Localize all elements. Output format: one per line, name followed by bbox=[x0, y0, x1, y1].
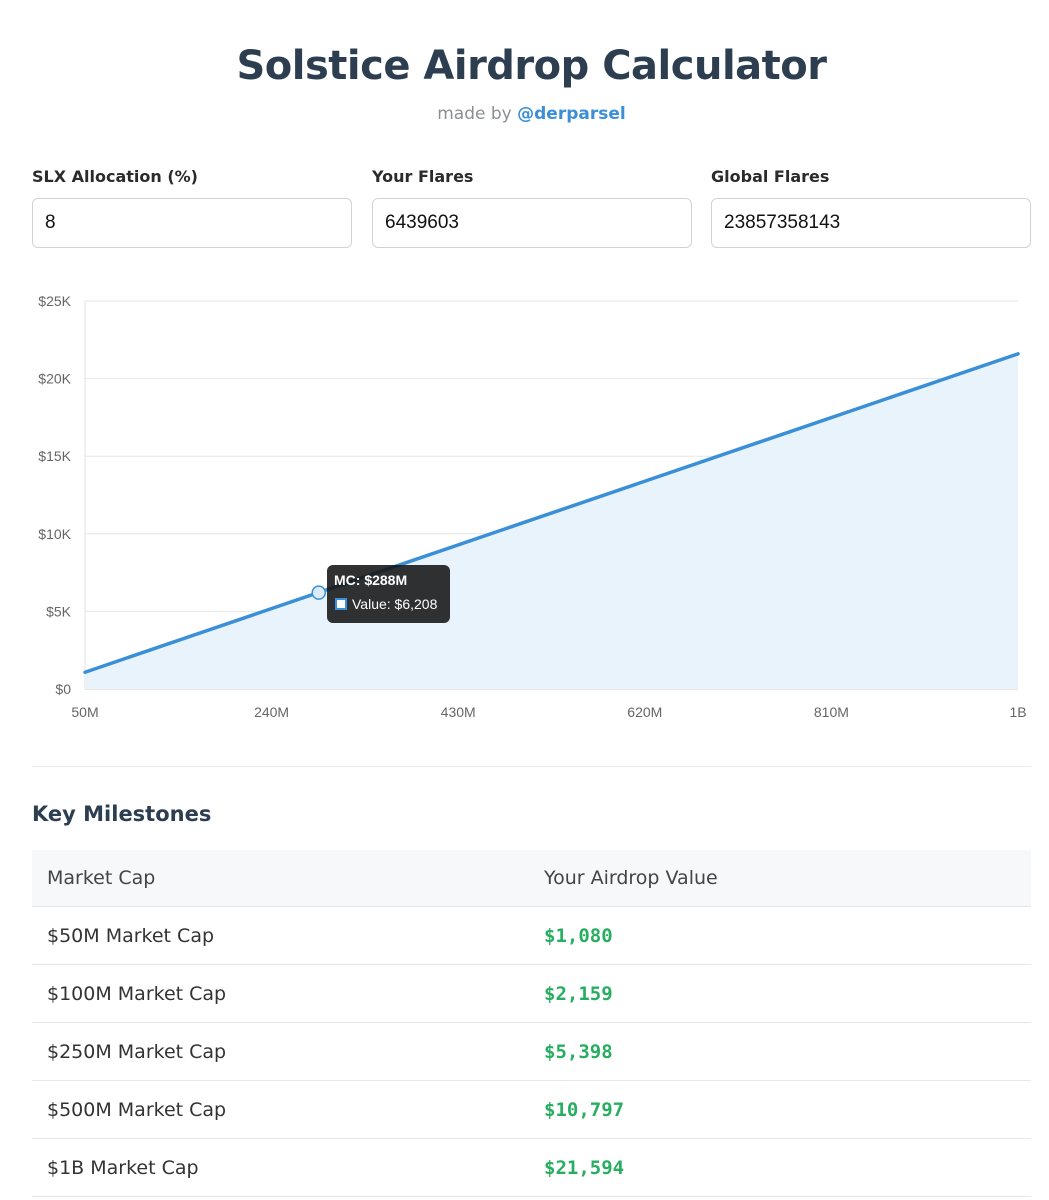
byline: made by @derparsel bbox=[32, 102, 1031, 126]
global-flares-field-group: Global Flares bbox=[711, 166, 1031, 248]
tooltip-series-swatch bbox=[335, 598, 347, 610]
column-header-market-cap: Market Cap bbox=[32, 850, 529, 907]
allocation-field-group: SLX Allocation (%) bbox=[32, 166, 352, 248]
x-tick-label: 430M bbox=[441, 704, 476, 720]
milestones-table: Market Cap Your Airdrop Value $50M Marke… bbox=[32, 850, 1031, 1197]
series-line bbox=[83, 352, 1020, 674]
table-row: $250M Market Cap $5,398 bbox=[32, 1022, 1031, 1081]
airdrop-value-cell: $1,080 bbox=[529, 906, 1031, 965]
series-area-fill bbox=[85, 353, 1018, 689]
x-tick-label: 50M bbox=[71, 704, 98, 720]
page-title: Solstice Airdrop Calculator bbox=[236, 43, 827, 89]
y-tick-label: $25K bbox=[38, 293, 71, 309]
column-header-airdrop-value: Your Airdrop Value bbox=[529, 850, 1031, 907]
table-row: $50M Market Cap $1,080 bbox=[32, 906, 1031, 965]
y-tick-label: $20K bbox=[38, 371, 71, 387]
y-tick-label: $10K bbox=[38, 526, 71, 542]
author-link[interactable]: @derparsel bbox=[517, 104, 626, 124]
market-cap-cell: $1B Market Cap bbox=[32, 1138, 529, 1197]
market-cap-cell: $50M Market Cap bbox=[32, 906, 529, 965]
table-row: $100M Market Cap $2,159 bbox=[32, 964, 1031, 1023]
airdrop-value-cell: $10,797 bbox=[529, 1080, 1031, 1139]
x-tick-label: 810M bbox=[814, 704, 849, 720]
chart-tooltip: MC: $288M Value: $6,208 bbox=[327, 565, 450, 623]
y-tick-label: $15K bbox=[38, 448, 71, 464]
your-flares-label: Your Flares bbox=[372, 167, 474, 186]
airdrop-value-cell: $5,398 bbox=[529, 1022, 1031, 1081]
global-flares-label: Global Flares bbox=[711, 167, 830, 186]
table-row: $500M Market Cap $10,797 bbox=[32, 1080, 1031, 1139]
market-cap-cell: $100M Market Cap bbox=[32, 964, 529, 1023]
allocation-input[interactable] bbox=[32, 198, 352, 248]
byline-prefix: made by bbox=[437, 104, 512, 124]
tooltip-title: MC: $288M bbox=[334, 572, 408, 588]
y-tick-label: $0 bbox=[55, 681, 71, 697]
y-tick-label: $5K bbox=[46, 603, 72, 619]
airdrop-value-chart[interactable]: $0 $5K $10K $15K $20K $25K 50M 240M 430M 620M 810M… bbox=[32, 285, 1031, 730]
highlighted-data-point bbox=[311, 585, 326, 600]
section-divider bbox=[32, 766, 1031, 767]
chart-canvas: $0 $5K $10K $15K $20K $25K 50M 240M 430M 620M 810M… bbox=[38, 293, 1026, 720]
your-flares-input[interactable] bbox=[372, 198, 692, 248]
x-tick-label: 240M bbox=[254, 704, 289, 720]
table-row: $1B Market Cap $21,594 bbox=[32, 1138, 1031, 1197]
airdrop-value-cell: $21,594 bbox=[529, 1138, 1031, 1197]
allocation-label: SLX Allocation (%) bbox=[32, 167, 198, 186]
your-flares-field-group: Your Flares bbox=[372, 166, 692, 248]
airdrop-value-cell: $2,159 bbox=[529, 964, 1031, 1023]
global-flares-input[interactable] bbox=[711, 198, 1031, 248]
x-tick-label: 620M bbox=[627, 704, 662, 720]
market-cap-cell: $250M Market Cap bbox=[32, 1022, 529, 1081]
calculator-page: Solstice Airdrop Calculator made by @der… bbox=[32, 0, 1031, 1200]
x-tick-label: 1B bbox=[1009, 704, 1026, 720]
tooltip-value: Value: $6,208 bbox=[352, 596, 438, 612]
market-cap-cell: $500M Market Cap bbox=[32, 1080, 529, 1139]
table-header-row: Market Cap Your Airdrop Value bbox=[32, 850, 1031, 907]
milestones-heading: Key Milestones bbox=[32, 802, 212, 826]
